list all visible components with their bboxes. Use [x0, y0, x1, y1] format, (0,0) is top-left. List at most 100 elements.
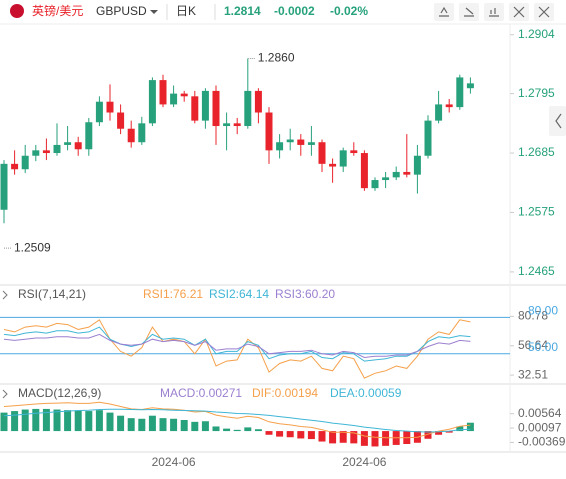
candle-body	[201, 90, 209, 121]
candle-body	[244, 90, 252, 127]
histogram-bar	[297, 431, 305, 439]
y-tick-label: 1.2795	[518, 86, 555, 100]
candle-body	[339, 150, 347, 167]
histogram-bar	[21, 409, 29, 432]
tool-icon[interactable]	[464, 7, 474, 17]
price: 1.2814	[224, 4, 261, 18]
candle-body	[53, 144, 61, 154]
reference-label: 50.00	[528, 340, 558, 354]
legend-entry: MACD:0.00271	[160, 386, 242, 400]
histogram-bar	[265, 431, 273, 435]
candle-body	[117, 112, 125, 129]
candle-body	[106, 101, 114, 113]
candle-body	[392, 171, 400, 178]
candle-body	[180, 93, 188, 97]
candle-body	[42, 150, 50, 154]
candle-body	[148, 80, 156, 124]
candle-body	[360, 153, 368, 189]
histogram-bar	[456, 426, 464, 432]
histogram-bar	[201, 421, 209, 432]
change: -0.0002	[274, 4, 315, 18]
tool-icon[interactable]	[513, 6, 525, 18]
histogram-bar	[307, 431, 315, 440]
histogram-bar	[350, 431, 358, 444]
legend-entry: RSI1:76.21	[143, 287, 203, 301]
tool-button[interactable]	[484, 3, 504, 21]
y-tick-label: 0.00097	[518, 420, 562, 434]
candle-body	[11, 163, 19, 170]
candle-body	[127, 128, 135, 143]
collapse-icon[interactable]	[2, 290, 12, 300]
legend-entry: DEA:0.00059	[330, 386, 402, 400]
candle-body	[329, 163, 337, 167]
symbol[interactable]: GBPUSD	[96, 4, 147, 18]
toolbar	[434, 3, 566, 136]
histogram-bar	[276, 431, 284, 437]
histogram-bar	[42, 408, 50, 432]
candle-body	[95, 101, 103, 123]
series-line	[3, 333, 471, 359]
histogram-bar	[85, 411, 93, 432]
series-line	[3, 408, 471, 433]
candle-body	[286, 139, 294, 143]
tool-icon[interactable]	[439, 6, 449, 17]
histogram-bar	[339, 431, 347, 443]
symbol-cn[interactable]: 英镑/美元	[32, 3, 83, 18]
tool-button[interactable]	[434, 3, 454, 21]
histogram-bar	[0, 412, 8, 432]
candle-body	[21, 155, 29, 170]
annotation: 1.2860	[258, 51, 295, 65]
tool-button[interactable]	[459, 3, 479, 21]
histogram-bar	[127, 418, 135, 432]
histogram-bar	[318, 431, 326, 442]
histogram-bar	[159, 418, 167, 432]
histogram-bar	[254, 429, 262, 432]
legend-entry: RSI3:60.20	[275, 287, 335, 301]
candle-body	[74, 142, 82, 150]
histogram-bar	[445, 431, 453, 433]
collapse-icon[interactable]	[2, 389, 8, 399]
histogram-bar	[170, 418, 178, 432]
histogram-bar	[212, 426, 220, 432]
y-tick-label: 1.2904	[518, 27, 555, 41]
candle-body	[297, 139, 305, 145]
candle-body	[466, 83, 474, 89]
candle-body	[254, 90, 262, 113]
y-tick-label: 32.51	[518, 367, 548, 381]
histogram-bar	[382, 431, 390, 446]
y-tick-label: 1.2465	[518, 264, 555, 278]
histogram-bar	[148, 415, 156, 432]
histogram-bar	[424, 431, 432, 439]
candle-body	[382, 177, 390, 181]
candle-body	[276, 142, 284, 151]
candle-body	[0, 163, 8, 210]
annotation: 1.2509	[14, 240, 51, 254]
tool-icon[interactable]	[489, 8, 499, 17]
legend-entry: RSI2:64.14	[209, 287, 269, 301]
candle-body	[138, 123, 146, 143]
y-tick-label: 1.2685	[518, 145, 555, 159]
histogram-bar	[117, 415, 125, 432]
y-tick-label: 0.00564	[518, 406, 562, 420]
dropdown-icon[interactable]	[150, 10, 158, 14]
candle-body	[424, 120, 432, 156]
candle-body	[403, 171, 411, 175]
y-tick-label: 1.2575	[518, 205, 555, 219]
candle-body	[32, 150, 40, 156]
candle-body	[435, 104, 443, 121]
x-tick-label: 2024-06	[342, 455, 386, 469]
histogram-bar	[11, 411, 19, 432]
candle-body	[350, 150, 358, 154]
candle-body	[212, 90, 220, 127]
side-icon[interactable]	[555, 113, 562, 129]
change-pct: -0.02%	[330, 4, 368, 18]
series-line	[3, 319, 471, 379]
side-button[interactable]	[549, 106, 566, 136]
tool-icon[interactable]	[538, 6, 550, 18]
candle-body	[265, 112, 273, 151]
candle-body	[307, 142, 315, 145]
histogram-bar	[106, 412, 114, 432]
series-line	[3, 401, 471, 439]
period[interactable]: 日K	[176, 4, 196, 18]
